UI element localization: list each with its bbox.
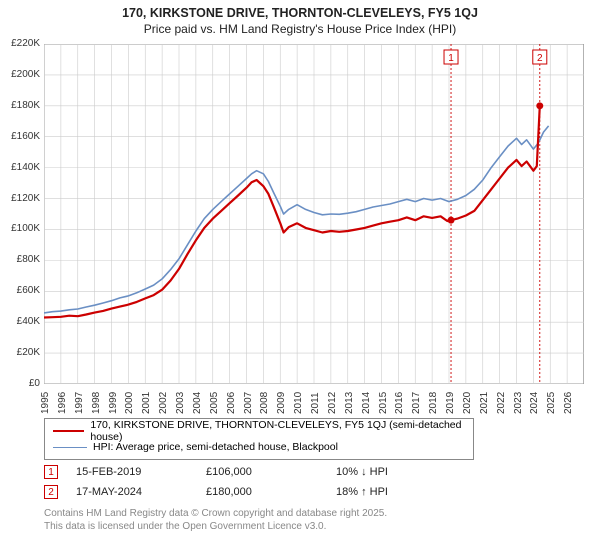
x-tick-label: 2012 (327, 392, 338, 414)
x-tick-label: 2018 (428, 392, 439, 414)
x-tick-label: 2026 (563, 392, 574, 414)
transaction-marker-1: 1 (44, 465, 58, 479)
legend-label-property: 170, KIRKSTONE DRIVE, THORNTON-CLEVELEYS… (90, 419, 465, 443)
chart-svg: 12 (44, 44, 584, 384)
y-tick-label: £0 (0, 378, 40, 389)
y-tick-label: £40K (0, 316, 40, 327)
y-tick-label: £160K (0, 131, 40, 142)
transaction-price: £180,000 (206, 486, 336, 498)
x-tick-label: 2004 (192, 392, 203, 414)
title-block: 170, KIRKSTONE DRIVE, THORNTON-CLEVELEYS… (0, 0, 600, 36)
y-tick-label: £80K (0, 254, 40, 265)
transaction-price: £106,000 (206, 466, 336, 478)
transaction-marker-2: 2 (44, 485, 58, 499)
x-tick-label: 2022 (496, 392, 507, 414)
x-tick-label: 2013 (344, 392, 355, 414)
y-tick-label: £180K (0, 100, 40, 111)
y-tick-label: £140K (0, 162, 40, 173)
svg-text:2: 2 (537, 53, 543, 64)
x-tick-label: 2020 (462, 392, 473, 414)
chart-container: 170, KIRKSTONE DRIVE, THORNTON-CLEVELEYS… (0, 0, 600, 560)
x-tick-label: 2008 (259, 392, 270, 414)
table-row: 2 17-MAY-2024 £180,000 18% ↑ HPI (44, 482, 456, 502)
y-tick-label: £100K (0, 223, 40, 234)
chart-plot-area: 12 (44, 44, 584, 384)
y-tick-label: £220K (0, 38, 40, 49)
x-tick-label: 2003 (175, 392, 186, 414)
legend-label-hpi: HPI: Average price, semi-detached house,… (93, 441, 338, 453)
x-tick-label: 2015 (378, 392, 389, 414)
y-tick-label: £60K (0, 285, 40, 296)
x-tick-label: 2024 (529, 392, 540, 414)
svg-text:1: 1 (448, 53, 454, 64)
x-tick-label: 1996 (57, 392, 68, 414)
x-tick-label: 2000 (124, 392, 135, 414)
footer-line-1: Contains HM Land Registry data © Crown c… (44, 508, 387, 521)
x-tick-label: 1997 (74, 392, 85, 414)
y-tick-label: £20K (0, 347, 40, 358)
x-tick-label: 2010 (293, 392, 304, 414)
legend-swatch-hpi (53, 447, 87, 448)
footer-line-2: This data is licensed under the Open Gov… (44, 521, 387, 534)
x-tick-label: 1999 (108, 392, 119, 414)
transactions-table: 1 15-FEB-2019 £106,000 10% ↓ HPI 2 17-MA… (44, 462, 456, 502)
x-tick-label: 1998 (91, 392, 102, 414)
x-tick-label: 2014 (361, 392, 372, 414)
x-tick-label: 2023 (513, 392, 524, 414)
x-tick-label: 2001 (141, 392, 152, 414)
x-tick-label: 2017 (411, 392, 422, 414)
x-tick-label: 2011 (310, 392, 321, 414)
legend: 170, KIRKSTONE DRIVE, THORNTON-CLEVELEYS… (44, 418, 474, 460)
x-tick-label: 2005 (209, 392, 220, 414)
footer: Contains HM Land Registry data © Crown c… (44, 508, 387, 533)
x-tick-label: 2002 (158, 392, 169, 414)
title-subtitle: Price paid vs. HM Land Registry's House … (0, 22, 600, 36)
x-tick-label: 1995 (40, 392, 51, 414)
x-tick-label: 2016 (394, 392, 405, 414)
x-tick-label: 2021 (479, 392, 490, 414)
x-tick-label: 2009 (276, 392, 287, 414)
transaction-date: 17-MAY-2024 (76, 486, 206, 498)
legend-swatch-property (53, 430, 84, 432)
x-tick-label: 2007 (243, 392, 254, 414)
x-tick-label: 2025 (546, 392, 557, 414)
transaction-date: 15-FEB-2019 (76, 466, 206, 478)
x-tick-label: 2019 (445, 392, 456, 414)
title-address: 170, KIRKSTONE DRIVE, THORNTON-CLEVELEYS… (0, 6, 600, 20)
transaction-pct: 10% ↓ HPI (336, 466, 456, 478)
y-tick-label: £120K (0, 193, 40, 204)
y-tick-label: £200K (0, 69, 40, 80)
x-tick-label: 2006 (226, 392, 237, 414)
table-row: 1 15-FEB-2019 £106,000 10% ↓ HPI (44, 462, 456, 482)
legend-item-property: 170, KIRKSTONE DRIVE, THORNTON-CLEVELEYS… (53, 423, 465, 439)
transaction-pct: 18% ↑ HPI (336, 486, 456, 498)
